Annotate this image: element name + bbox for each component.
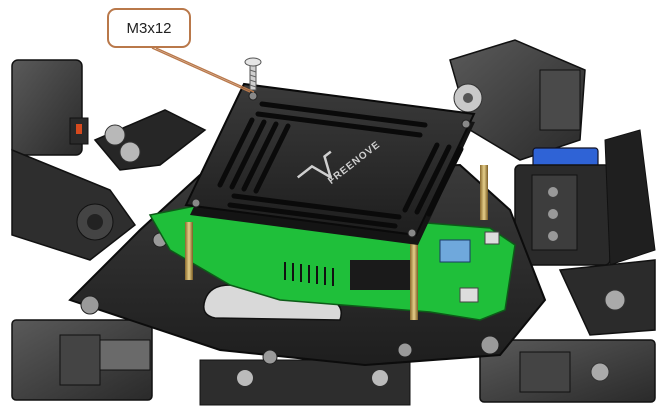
m3x12-screw — [244, 57, 262, 91]
bottom-left-servo — [11, 319, 153, 401]
right-leg-lower — [558, 259, 656, 336]
callout-label-box: M3x12 — [107, 8, 191, 48]
bottom-center-servos — [199, 359, 411, 406]
right-servo-top — [449, 39, 586, 161]
left-servo — [11, 59, 89, 156]
left-leg-arm — [11, 148, 137, 261]
right-servo-front — [514, 129, 656, 266]
left-joint-bracket — [93, 109, 207, 171]
callout-leader-line — [151, 47, 255, 93]
callout-label: M3x12 — [126, 19, 172, 37]
bottom-right-servo — [479, 339, 656, 403]
top-cover-plate — [184, 82, 476, 245]
